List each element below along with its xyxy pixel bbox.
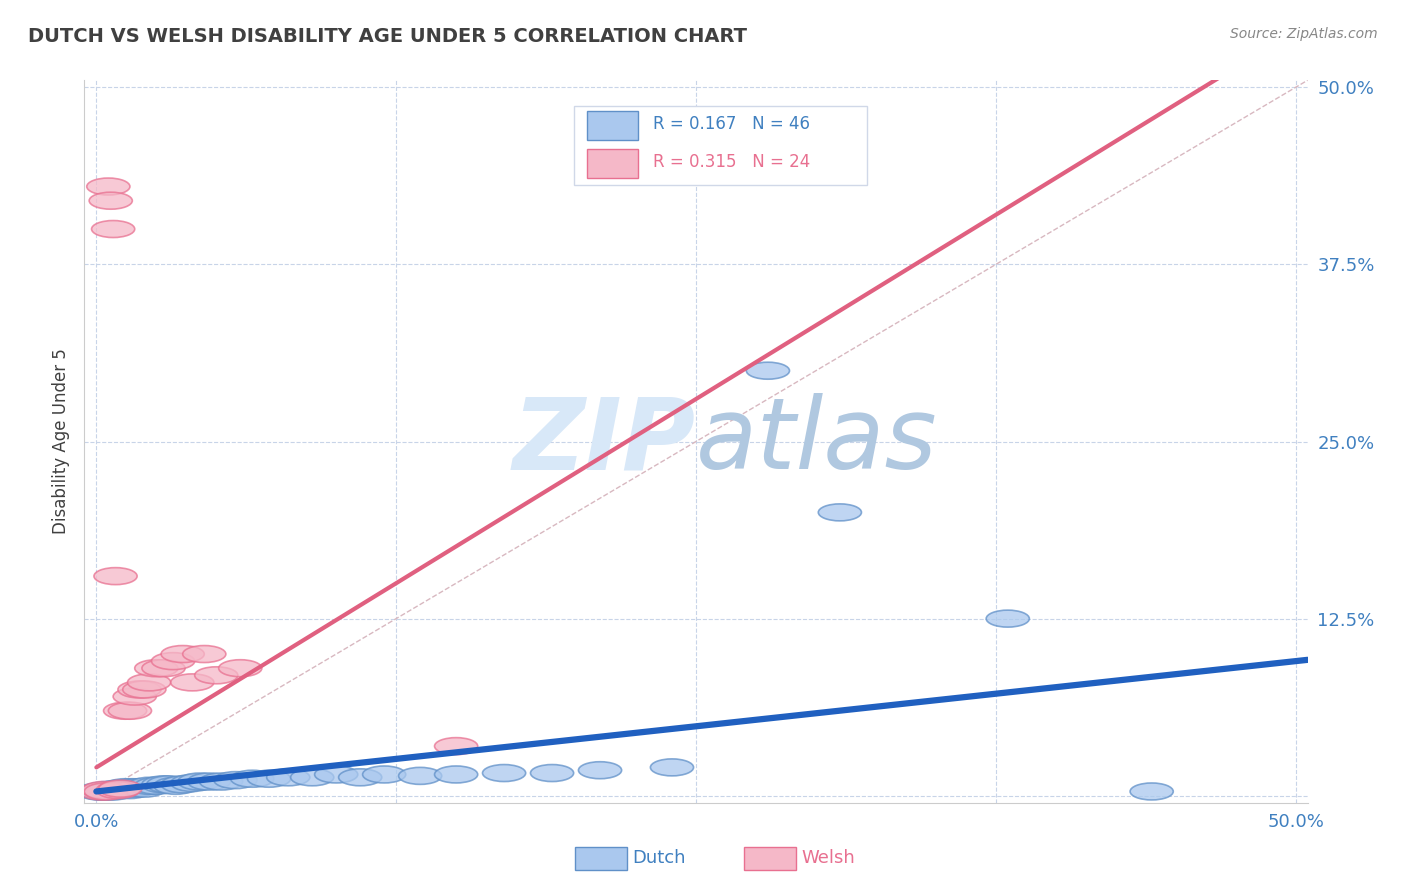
Ellipse shape bbox=[162, 776, 204, 793]
Ellipse shape bbox=[530, 764, 574, 781]
Ellipse shape bbox=[128, 777, 170, 794]
Ellipse shape bbox=[315, 766, 357, 783]
FancyBboxPatch shape bbox=[588, 111, 638, 140]
Ellipse shape bbox=[142, 776, 186, 793]
FancyBboxPatch shape bbox=[574, 105, 868, 185]
Ellipse shape bbox=[153, 777, 197, 794]
Ellipse shape bbox=[363, 766, 406, 783]
Ellipse shape bbox=[108, 781, 152, 798]
Ellipse shape bbox=[194, 667, 238, 684]
Ellipse shape bbox=[87, 783, 129, 800]
Text: Dutch: Dutch bbox=[633, 849, 686, 867]
Text: atlas: atlas bbox=[696, 393, 938, 490]
Ellipse shape bbox=[578, 762, 621, 779]
Ellipse shape bbox=[77, 783, 121, 800]
Ellipse shape bbox=[247, 770, 291, 788]
Ellipse shape bbox=[97, 781, 139, 798]
Ellipse shape bbox=[200, 773, 243, 790]
Ellipse shape bbox=[434, 766, 478, 783]
Ellipse shape bbox=[651, 759, 693, 776]
Ellipse shape bbox=[111, 779, 153, 796]
Y-axis label: Disability Age Under 5: Disability Age Under 5 bbox=[52, 349, 70, 534]
Ellipse shape bbox=[91, 783, 135, 800]
Ellipse shape bbox=[82, 781, 125, 798]
Ellipse shape bbox=[112, 688, 156, 705]
Ellipse shape bbox=[434, 738, 478, 755]
Text: DUTCH VS WELSH DISABILITY AGE UNDER 5 CORRELATION CHART: DUTCH VS WELSH DISABILITY AGE UNDER 5 CO… bbox=[28, 27, 747, 45]
Ellipse shape bbox=[104, 779, 146, 796]
Ellipse shape bbox=[162, 646, 204, 663]
Ellipse shape bbox=[94, 781, 138, 798]
Ellipse shape bbox=[142, 660, 186, 677]
Ellipse shape bbox=[128, 673, 170, 691]
Ellipse shape bbox=[89, 781, 132, 798]
Ellipse shape bbox=[80, 783, 122, 800]
Ellipse shape bbox=[112, 780, 156, 797]
Ellipse shape bbox=[339, 769, 382, 786]
Ellipse shape bbox=[187, 773, 231, 790]
Ellipse shape bbox=[98, 781, 142, 798]
Ellipse shape bbox=[747, 362, 790, 379]
Ellipse shape bbox=[986, 610, 1029, 627]
Ellipse shape bbox=[214, 772, 257, 789]
Ellipse shape bbox=[122, 681, 166, 698]
Ellipse shape bbox=[135, 660, 179, 677]
Ellipse shape bbox=[170, 774, 214, 791]
Ellipse shape bbox=[231, 770, 274, 788]
Ellipse shape bbox=[80, 783, 122, 800]
Ellipse shape bbox=[91, 220, 135, 237]
Text: Source: ZipAtlas.com: Source: ZipAtlas.com bbox=[1230, 27, 1378, 41]
Ellipse shape bbox=[219, 660, 262, 677]
Text: Welsh: Welsh bbox=[801, 849, 855, 867]
Ellipse shape bbox=[267, 769, 309, 786]
Ellipse shape bbox=[84, 783, 128, 800]
Text: ZIP: ZIP bbox=[513, 393, 696, 490]
Ellipse shape bbox=[135, 777, 179, 794]
Text: R = 0.315   N = 24: R = 0.315 N = 24 bbox=[654, 153, 810, 171]
Ellipse shape bbox=[105, 780, 149, 797]
Ellipse shape bbox=[170, 673, 214, 691]
FancyBboxPatch shape bbox=[588, 149, 638, 178]
Ellipse shape bbox=[94, 567, 138, 584]
Text: R = 0.167   N = 46: R = 0.167 N = 46 bbox=[654, 115, 810, 133]
Ellipse shape bbox=[101, 780, 145, 797]
Ellipse shape bbox=[146, 776, 190, 793]
Ellipse shape bbox=[398, 767, 441, 784]
Ellipse shape bbox=[84, 781, 128, 798]
Ellipse shape bbox=[104, 702, 146, 719]
Ellipse shape bbox=[89, 192, 132, 210]
Ellipse shape bbox=[818, 504, 862, 521]
Ellipse shape bbox=[1130, 783, 1173, 800]
Ellipse shape bbox=[291, 769, 333, 786]
Ellipse shape bbox=[82, 783, 125, 800]
Ellipse shape bbox=[97, 780, 139, 797]
Ellipse shape bbox=[118, 779, 162, 796]
Ellipse shape bbox=[482, 764, 526, 781]
Ellipse shape bbox=[108, 702, 152, 719]
Ellipse shape bbox=[98, 780, 142, 797]
Ellipse shape bbox=[152, 653, 194, 670]
Ellipse shape bbox=[118, 681, 162, 698]
Ellipse shape bbox=[87, 178, 129, 195]
Ellipse shape bbox=[183, 646, 226, 663]
Ellipse shape bbox=[122, 780, 166, 797]
Ellipse shape bbox=[179, 773, 221, 790]
